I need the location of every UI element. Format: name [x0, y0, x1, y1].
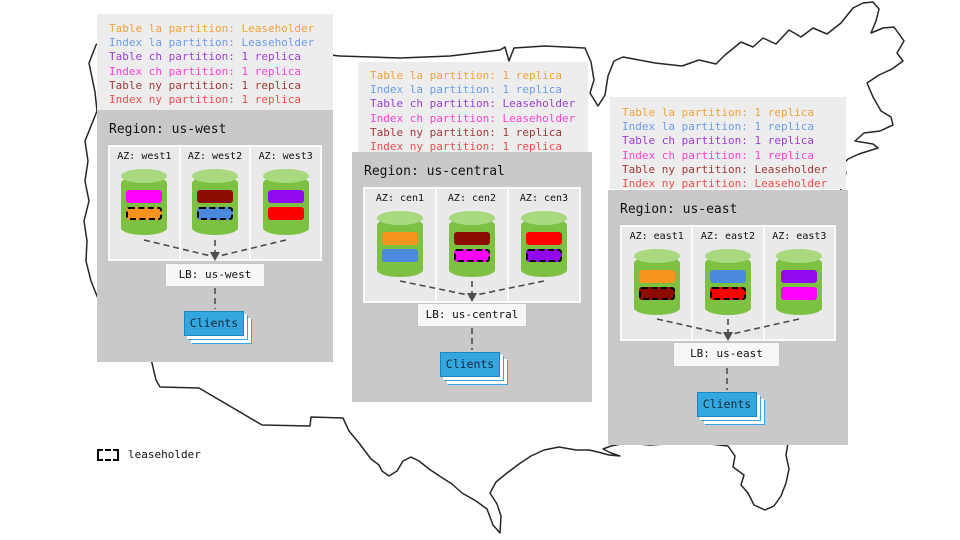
database-cylinder: [704, 249, 751, 315]
az-row: AZ: east1 AZ: east2 AZ:: [620, 225, 836, 341]
partition-bar: [197, 207, 233, 220]
partition-legend-line: Table la partition: 1 replica: [622, 106, 815, 119]
region-title: Region: us-east: [620, 202, 738, 217]
region-title: Region: us-west: [109, 122, 227, 137]
clients-box: Clients: [440, 352, 500, 377]
az-label: AZ: east1: [629, 231, 684, 242]
partition-bar: [709, 270, 746, 283]
partition-legend-us-east: Table la partition: 1 replica Index la p…: [610, 97, 846, 190]
partition-bar: [709, 287, 746, 300]
cylinder-top: [776, 249, 823, 263]
database-cylinder: [121, 169, 168, 235]
partition-legend-line: Index la partition: 1 replica: [622, 120, 815, 134]
partition-legend-line: Table ny partition: 1 replica: [109, 78, 302, 92]
partition-bar: [197, 190, 233, 203]
az-column-cen3: AZ: cen3: [509, 189, 579, 301]
cylinder-top: [704, 249, 751, 263]
partition-bar: [454, 232, 490, 245]
database-cylinder: [449, 211, 495, 277]
partition-bar: [267, 190, 304, 203]
partition-legend-line: Index ch partition: Leaseholder: [370, 111, 576, 125]
leaseholder-key-label: leaseholder: [128, 448, 201, 461]
partition-bar: [126, 190, 163, 203]
az-label: AZ: west1: [117, 151, 172, 162]
az-column-east1: AZ: east1: [622, 227, 692, 339]
partition-bar: [781, 270, 818, 283]
az-label: AZ: east3: [772, 231, 827, 242]
az-row: AZ: cen1 AZ: cen2 AZ: ce: [363, 187, 581, 303]
partition-legend-line: Index ch partition: 1 replica: [109, 64, 302, 78]
region-box-us-central: Region: us-central AZ: cen1 AZ: cen2: [352, 152, 592, 402]
partition-bar: [382, 249, 418, 262]
partition-legend-line: Table ny partition: Leaseholder: [622, 162, 828, 176]
partition-bar: [526, 249, 562, 262]
partition-bar: [267, 207, 304, 220]
cylinder-top: [262, 169, 309, 183]
partition-bar: [638, 270, 675, 283]
partition-legend-line: Index ch partition: 1 replica: [622, 148, 815, 162]
partition-bar: [382, 232, 418, 245]
az-column-east3: AZ: east3: [764, 227, 834, 339]
az-label: AZ: cen1: [375, 193, 425, 204]
az-column-cen1: AZ: cen1: [365, 189, 435, 301]
partition-bar: [526, 232, 562, 245]
region-title: Region: us-central: [364, 164, 505, 179]
leaseholder-key: leaseholder: [97, 448, 201, 461]
cylinder-top: [449, 211, 495, 225]
az-column-west3: AZ: west3: [251, 147, 321, 259]
cylinder-top: [121, 169, 168, 183]
database-cylinder: [192, 169, 238, 235]
load-balancer-box: LB: us-east: [673, 342, 780, 367]
az-column-east2: AZ: east2: [693, 227, 763, 339]
partition-legend-line: Table ny partition: 1 replica: [370, 125, 563, 139]
clients-box: Clients: [697, 392, 757, 417]
cylinder-top: [192, 169, 238, 183]
partition-legend-line: Table ch partition: Leaseholder: [370, 97, 576, 111]
az-label: AZ: cen3: [519, 193, 569, 204]
az-column-west2: AZ: west2: [180, 147, 250, 259]
partition-legend-line: Index la partition: Leaseholder: [109, 36, 315, 50]
load-balancer-box: LB: us-west: [165, 263, 265, 287]
partition-bar: [781, 287, 818, 300]
partition-legend-line: Index la partition: 1 replica: [370, 83, 563, 97]
region-box-us-west: Region: us-west AZ: west1 AZ: west2: [97, 110, 333, 362]
database-cylinder: [776, 249, 823, 315]
az-label: AZ: west2: [187, 151, 243, 162]
database-cylinder: [262, 169, 309, 235]
cylinder-top: [521, 211, 567, 225]
partition-legend-line: Table la partition: 1 replica: [370, 69, 563, 82]
partition-bar: [638, 287, 675, 300]
az-label: AZ: west3: [258, 151, 313, 162]
partition-legend-us-west: Table la partition: Leaseholder Index la…: [97, 14, 333, 110]
az-label: AZ: east2: [700, 231, 756, 242]
partition-legend-line: Table ch partition: 1 replica: [622, 134, 815, 148]
cylinder-top: [377, 211, 423, 225]
database-cylinder: [521, 211, 567, 277]
database-cylinder: [633, 249, 680, 315]
partition-bar: [126, 207, 163, 220]
partition-legend-us-central: Table la partition: 1 replica Index la p…: [358, 62, 588, 153]
partition-legend-line: Index ny partition: 1 replica: [109, 93, 302, 107]
az-column-west1: AZ: west1: [110, 147, 179, 259]
partition-bar: [454, 249, 490, 262]
az-row: AZ: west1 AZ: west2 AZ:: [108, 145, 322, 261]
cylinder-top: [633, 249, 680, 263]
clients-box: Clients: [184, 311, 244, 336]
leaseholder-dashed-box-icon: [97, 448, 119, 461]
az-label: AZ: cen2: [447, 193, 497, 204]
partition-legend-line: Table la partition: Leaseholder: [109, 22, 315, 35]
load-balancer-box: LB: us-central: [417, 303, 527, 327]
region-box-us-east: Region: us-east AZ: east1 AZ: east2: [608, 190, 848, 445]
az-column-cen2: AZ: cen2: [437, 189, 507, 301]
database-cylinder: [377, 211, 423, 277]
partition-legend-line: Table ch partition: 1 replica: [109, 50, 302, 64]
